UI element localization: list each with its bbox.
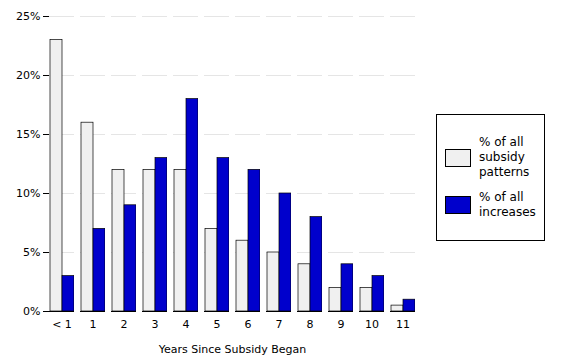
svg-text:4: 4: [183, 318, 190, 331]
svg-text:10: 10: [365, 318, 379, 331]
svg-text:11: 11: [396, 318, 410, 331]
svg-text:10%: 10%: [16, 187, 40, 200]
svg-text:< 1: < 1: [52, 318, 72, 331]
svg-text:20%: 20%: [16, 69, 40, 82]
svg-text:0%: 0%: [23, 305, 40, 318]
svg-text:25%: 25%: [16, 10, 40, 23]
html-text:% of all increases: % of all increases: [479, 190, 536, 219]
svg-text:7: 7: [276, 318, 283, 331]
svg-text:2: 2: [121, 318, 128, 331]
svg-text:8: 8: [307, 318, 314, 331]
svg-text:9: 9: [338, 318, 345, 331]
svg-text:3: 3: [152, 318, 159, 331]
html-text:% of all subsidy patterns: % of all subsidy patterns: [479, 135, 530, 179]
svg-text:1: 1: [90, 318, 97, 331]
svg-text:Years Since Subsidy Began: Years Since Subsidy Began: [158, 343, 307, 355]
svg-text:6: 6: [245, 318, 252, 331]
svg-text:5: 5: [214, 318, 221, 331]
svg-text:5%: 5%: [23, 246, 40, 259]
svg-text:15%: 15%: [16, 128, 40, 141]
